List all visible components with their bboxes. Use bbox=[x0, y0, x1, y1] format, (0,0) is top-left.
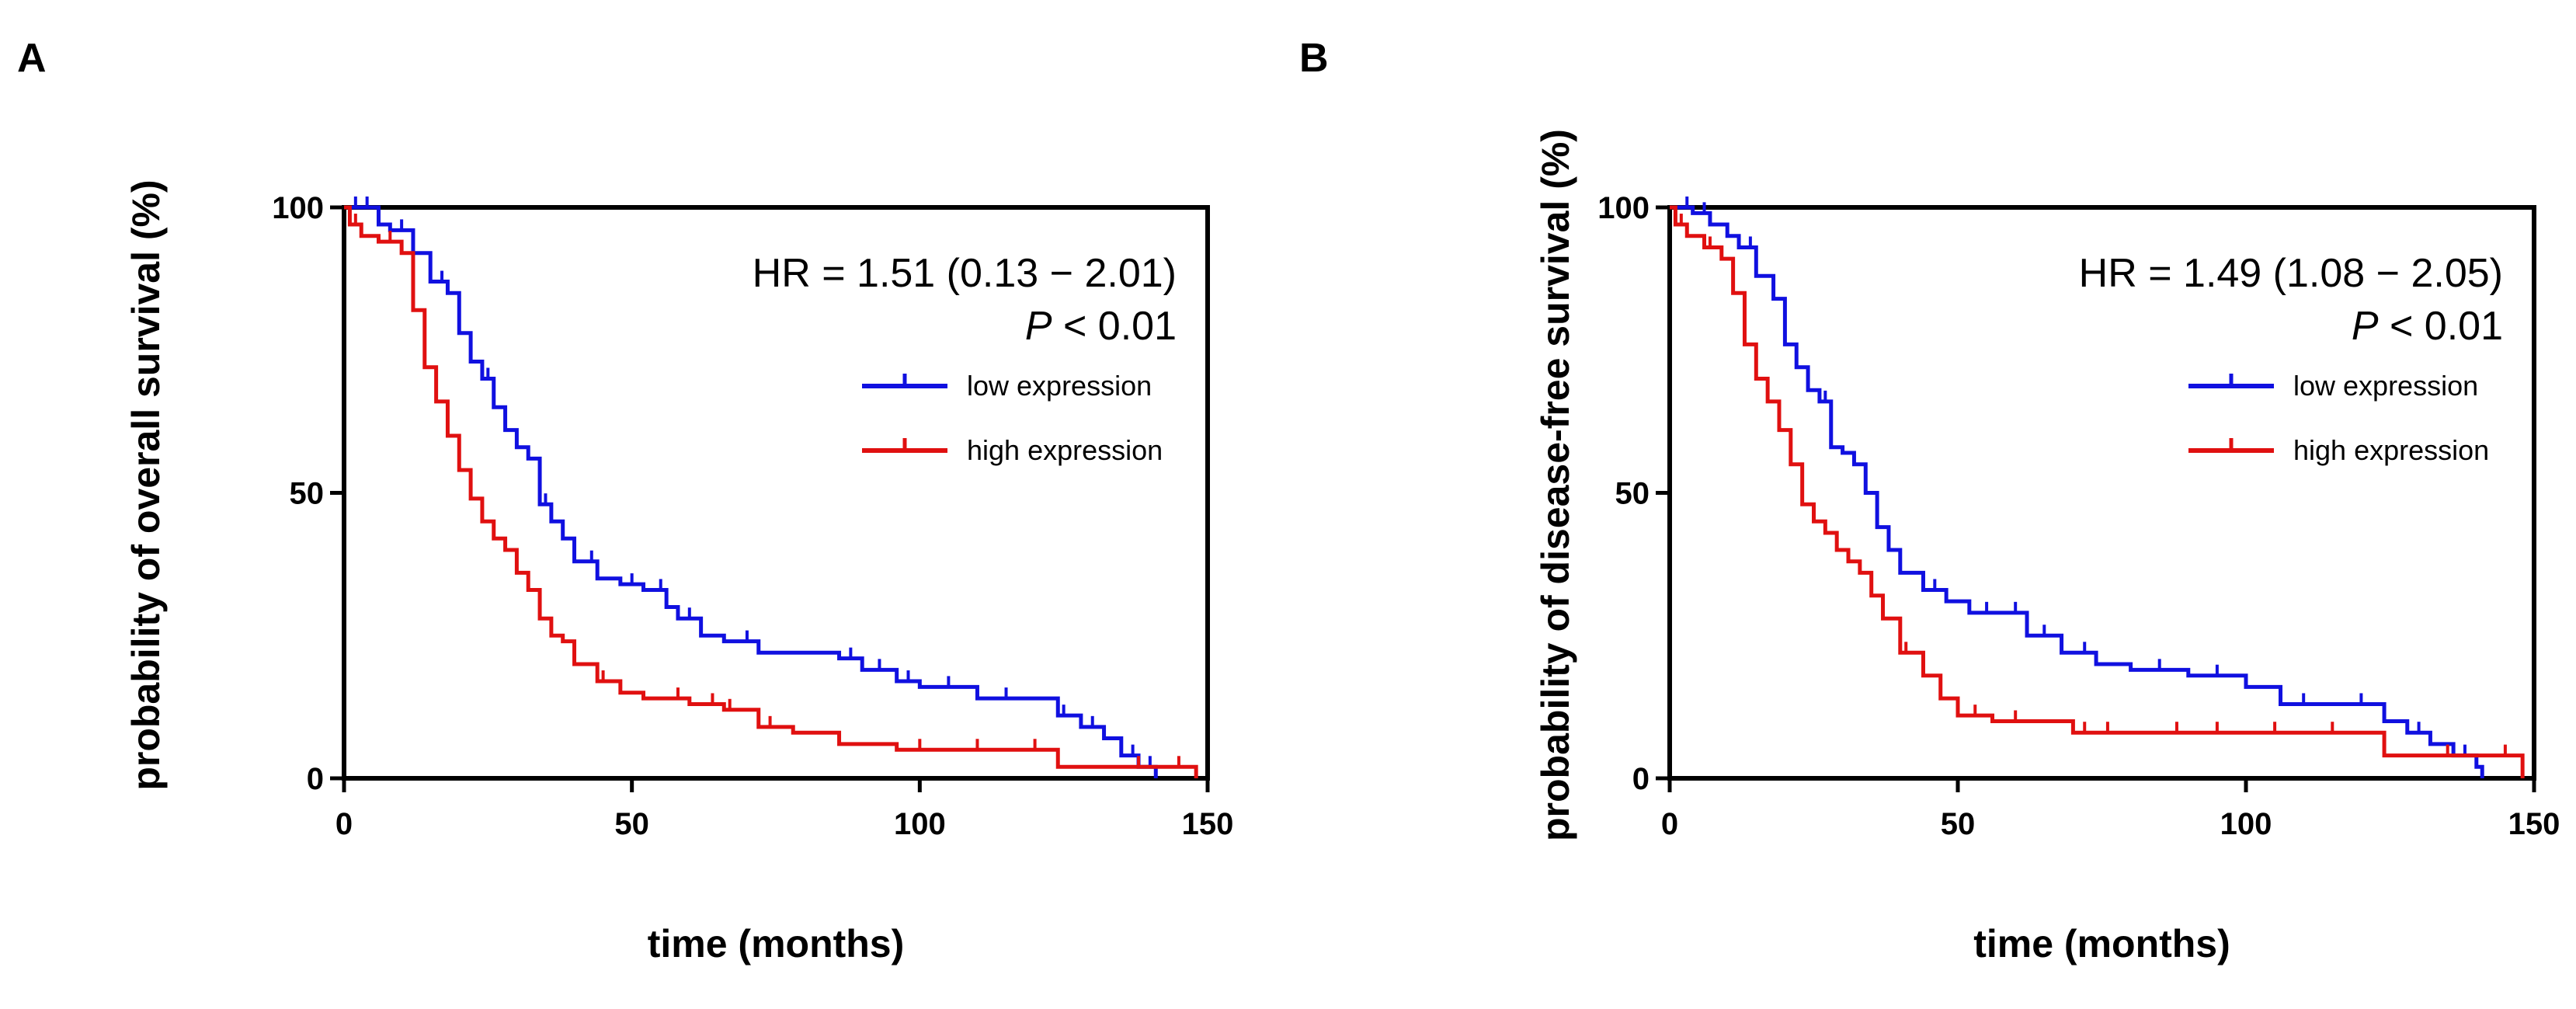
y-tick-label: 0 bbox=[307, 762, 324, 796]
survival-curve bbox=[1670, 205, 2484, 778]
legend-item: low expression bbox=[2188, 370, 2478, 402]
y-tick-label: 100 bbox=[1597, 191, 1650, 225]
x-tick-label: 150 bbox=[1182, 807, 1234, 841]
y-tick-label: 0 bbox=[1632, 762, 1650, 796]
x-axis-title: time (months) bbox=[648, 922, 905, 966]
chart-panel-b: B 0 50 100 150 0 50 100 time (months) probability… bbox=[1299, 36, 2560, 966]
survival-curve bbox=[1670, 205, 2525, 778]
legend-label: low expression bbox=[2293, 370, 2478, 402]
survival-curve bbox=[344, 205, 1158, 778]
y-axis-title: probability of overall survival (%) bbox=[124, 179, 168, 790]
x-tick-label: 0 bbox=[1661, 807, 1678, 841]
legend-item: high expression bbox=[862, 434, 1163, 466]
y-axis-title: probability of disease-free survival (%) bbox=[1534, 129, 1577, 841]
series-high-expression bbox=[1670, 205, 2525, 778]
x-tick-label: 100 bbox=[2220, 807, 2272, 841]
x-tick-label: 100 bbox=[894, 807, 946, 841]
y-tick-label: 50 bbox=[290, 477, 325, 511]
legend-label: high expression bbox=[967, 434, 1163, 466]
x-tick-label: 50 bbox=[614, 807, 649, 841]
x-tick-label: 50 bbox=[1941, 807, 1976, 841]
y-tick-label: 50 bbox=[1615, 477, 1650, 511]
legend-label: low expression bbox=[967, 370, 1152, 402]
chart-panel-a: A 0 50 100 150 0 50 100 time (months) probability… bbox=[17, 36, 1233, 966]
legend-item: high expression bbox=[2188, 434, 2489, 466]
panel-label: A bbox=[17, 36, 47, 81]
legend-item: low expression bbox=[862, 370, 1152, 402]
p-value-text: P < 0.01 bbox=[1025, 304, 1177, 349]
series-low-expression bbox=[344, 197, 1158, 778]
x-tick-label: 150 bbox=[2508, 807, 2560, 841]
y-tick-label: 100 bbox=[272, 191, 324, 225]
series-low-expression bbox=[1670, 197, 2484, 778]
x-tick-label: 0 bbox=[335, 807, 353, 841]
p-value-text: P < 0.01 bbox=[2352, 304, 2503, 349]
hazard-ratio-text: HR = 1.49 (1.08 − 2.05) bbox=[2079, 251, 2503, 296]
legend-label: high expression bbox=[2293, 434, 2489, 466]
x-axis-title: time (months) bbox=[1973, 922, 2230, 966]
hazard-ratio-text: HR = 1.51 (0.13 − 2.01) bbox=[753, 251, 1177, 296]
panel-label: B bbox=[1299, 36, 1329, 81]
survival-curve bbox=[344, 205, 1198, 778]
series-high-expression bbox=[344, 205, 1198, 778]
